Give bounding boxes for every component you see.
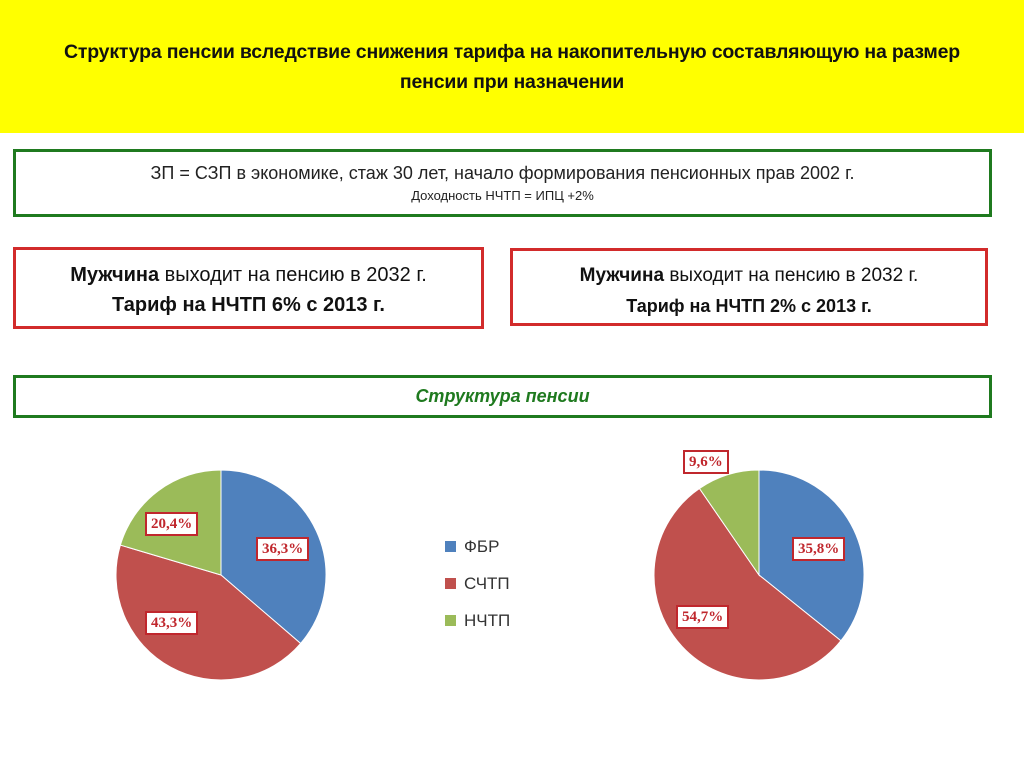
pie-label-fbr: 36,3% xyxy=(256,537,310,561)
page-title: Структура пенсии вследствие снижения тар… xyxy=(64,40,960,93)
case-subject: Мужчина xyxy=(70,264,160,286)
legend-swatch-green xyxy=(445,615,456,626)
title-banner: Структура пенсии вследствие снижения тар… xyxy=(0,0,1024,133)
case-box-2-percent: Мужчина выходит на пенсию в 2032 г. Тари… xyxy=(510,248,988,326)
conditions-line-2: Доходность НЧТП = ИПЦ +2% xyxy=(411,188,594,203)
legend-item-schtp: СЧТП xyxy=(445,565,510,602)
pie-slice-1 xyxy=(653,487,842,681)
conditions-line-1: ЗП = СЗП в экономике, стаж 30 лет, начал… xyxy=(150,163,855,183)
pie-slice-1 xyxy=(115,544,302,681)
pie-label-nchtp: 20,4% xyxy=(145,512,199,536)
legend-label: ФБР xyxy=(464,536,500,556)
conditions-box: ЗП = СЗП в экономике, стаж 30 лет, начал… xyxy=(13,149,992,217)
chart-legend: ФБР СЧТП НЧТП xyxy=(445,528,510,639)
pie-chart-2-percent xyxy=(653,469,865,681)
case-box-6-percent: Мужчина выходит на пенсию в 2032 г. Тари… xyxy=(13,247,484,329)
legend-item-fbr: ФБР xyxy=(445,528,510,565)
legend-swatch-red xyxy=(445,578,456,589)
case-tariff: Тариф на НЧТП 2% с 2013 г. xyxy=(626,296,872,316)
case-retire-text: выходит на пенсию в 2032 г. xyxy=(664,265,919,286)
pie-label-schtp: 54,7% xyxy=(676,605,730,629)
pie-label-fbr: 35,8% xyxy=(792,537,846,561)
section-title: Структура пенсии xyxy=(415,386,590,406)
legend-label: СЧТП xyxy=(464,573,510,593)
case-subject: Мужчина xyxy=(579,265,665,286)
legend-item-nchtp: НЧТП xyxy=(445,602,510,639)
pie-label-schtp: 43,3% xyxy=(145,611,199,635)
case-retire-text: выходит на пенсию в 2032 г. xyxy=(159,264,427,286)
pie-slice-2 xyxy=(698,469,760,577)
pie-chart-6-percent xyxy=(115,469,327,681)
case-tariff: Тариф на НЧТП 6% с 2013 г. xyxy=(112,294,385,316)
legend-swatch-blue xyxy=(445,541,456,552)
legend-label: НЧТП xyxy=(464,610,511,630)
section-header: Структура пенсии xyxy=(13,375,992,418)
pie-label-nchtp: 9,6% xyxy=(683,450,729,474)
